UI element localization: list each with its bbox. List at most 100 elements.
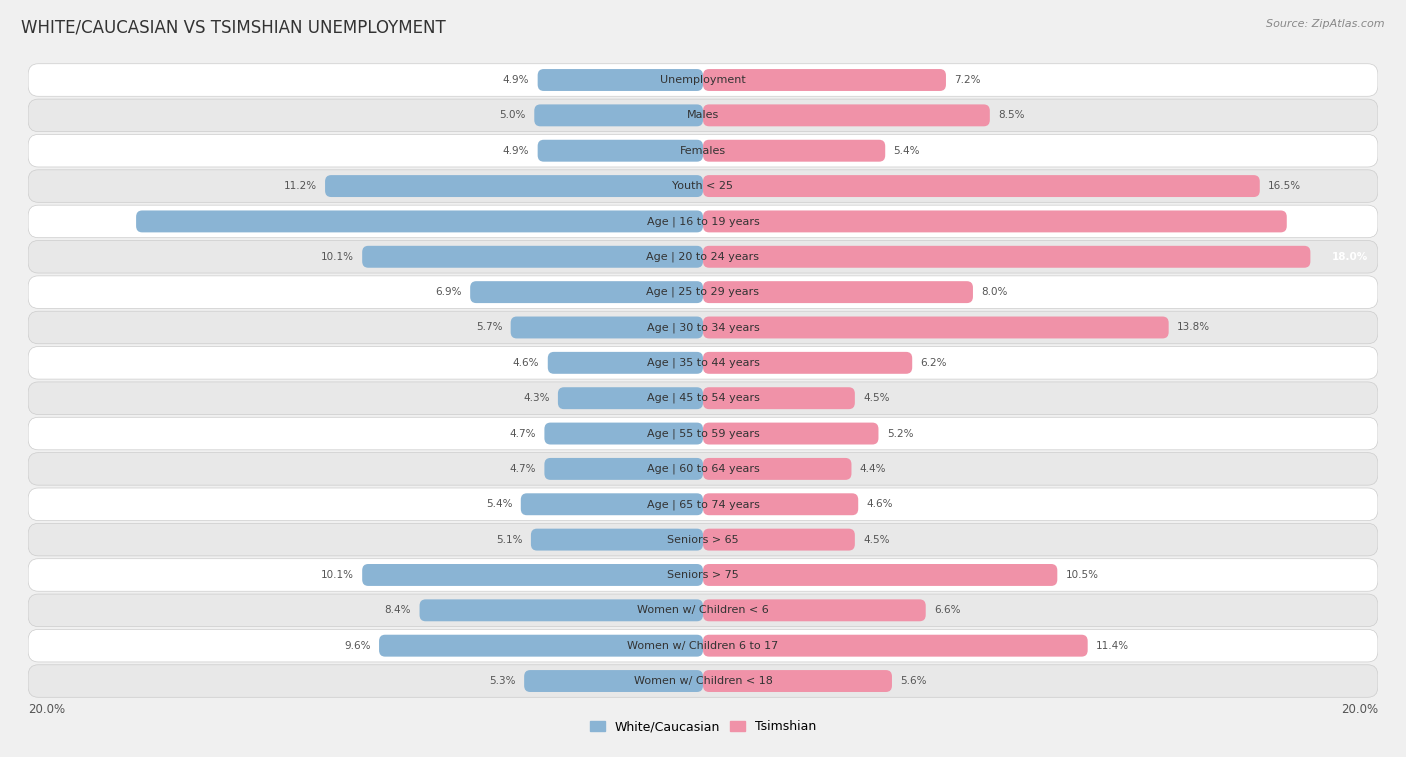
Text: 10.1%: 10.1% [321,252,354,262]
FancyBboxPatch shape [28,170,1378,202]
Text: 11.2%: 11.2% [284,181,316,191]
Text: 13.8%: 13.8% [1177,322,1211,332]
FancyBboxPatch shape [703,670,891,692]
Text: Females: Females [681,145,725,156]
Text: 9.6%: 9.6% [344,640,371,651]
Text: Age | 55 to 59 years: Age | 55 to 59 years [647,428,759,439]
FancyBboxPatch shape [703,494,858,516]
FancyBboxPatch shape [520,494,703,516]
FancyBboxPatch shape [28,311,1378,344]
Text: 5.7%: 5.7% [475,322,502,332]
FancyBboxPatch shape [703,458,852,480]
FancyBboxPatch shape [534,104,703,126]
Text: Source: ZipAtlas.com: Source: ZipAtlas.com [1267,19,1385,29]
Text: 4.4%: 4.4% [860,464,886,474]
FancyBboxPatch shape [136,210,703,232]
Text: 5.1%: 5.1% [496,534,523,544]
FancyBboxPatch shape [548,352,703,374]
FancyBboxPatch shape [28,523,1378,556]
FancyBboxPatch shape [28,382,1378,415]
FancyBboxPatch shape [28,559,1378,591]
FancyBboxPatch shape [28,99,1378,132]
Text: Age | 60 to 64 years: Age | 60 to 64 years [647,463,759,474]
Text: 8.0%: 8.0% [981,287,1008,298]
FancyBboxPatch shape [703,564,1057,586]
Text: Age | 25 to 29 years: Age | 25 to 29 years [647,287,759,298]
FancyBboxPatch shape [703,210,1286,232]
Text: 4.7%: 4.7% [509,464,536,474]
FancyBboxPatch shape [28,347,1378,379]
Text: 16.5%: 16.5% [1268,181,1302,191]
Text: 18.0%: 18.0% [1331,252,1368,262]
Text: 5.3%: 5.3% [489,676,516,686]
Text: Women w/ Children < 18: Women w/ Children < 18 [634,676,772,686]
Text: 4.5%: 4.5% [863,534,890,544]
Text: Seniors > 65: Seniors > 65 [668,534,738,544]
FancyBboxPatch shape [524,670,703,692]
Text: WHITE/CAUCASIAN VS TSIMSHIAN UNEMPLOYMENT: WHITE/CAUCASIAN VS TSIMSHIAN UNEMPLOYMEN… [21,19,446,37]
FancyBboxPatch shape [544,422,703,444]
FancyBboxPatch shape [28,453,1378,485]
Text: Males: Males [688,111,718,120]
Text: 5.4%: 5.4% [486,500,512,509]
Text: 5.6%: 5.6% [900,676,927,686]
Text: Age | 45 to 54 years: Age | 45 to 54 years [647,393,759,403]
Text: 4.6%: 4.6% [866,500,893,509]
Text: Unemployment: Unemployment [661,75,745,85]
FancyBboxPatch shape [703,528,855,550]
FancyBboxPatch shape [537,69,703,91]
Text: Seniors > 75: Seniors > 75 [666,570,740,580]
Text: Youth < 25: Youth < 25 [672,181,734,191]
Text: 6.2%: 6.2% [921,358,948,368]
Text: 4.7%: 4.7% [509,428,536,438]
Text: 8.5%: 8.5% [998,111,1025,120]
FancyBboxPatch shape [703,600,925,621]
Text: Age | 35 to 44 years: Age | 35 to 44 years [647,357,759,368]
Text: 4.5%: 4.5% [863,393,890,403]
Text: 6.6%: 6.6% [934,606,960,615]
Text: 10.1%: 10.1% [321,570,354,580]
Text: 11.4%: 11.4% [1097,640,1129,651]
FancyBboxPatch shape [703,281,973,303]
Legend: White/Caucasian, Tsimshian: White/Caucasian, Tsimshian [589,720,817,733]
FancyBboxPatch shape [28,205,1378,238]
FancyBboxPatch shape [703,246,1310,268]
FancyBboxPatch shape [537,140,703,162]
FancyBboxPatch shape [28,135,1378,167]
Text: 4.6%: 4.6% [513,358,540,368]
FancyBboxPatch shape [28,488,1378,521]
Text: 20.0%: 20.0% [28,703,65,716]
FancyBboxPatch shape [325,175,703,197]
FancyBboxPatch shape [28,629,1378,662]
Text: 5.0%: 5.0% [499,111,526,120]
Text: 8.4%: 8.4% [385,606,411,615]
FancyBboxPatch shape [380,634,703,656]
FancyBboxPatch shape [28,594,1378,627]
Text: Women w/ Children < 6: Women w/ Children < 6 [637,606,769,615]
FancyBboxPatch shape [28,64,1378,96]
Text: 5.4%: 5.4% [894,145,920,156]
Text: Age | 65 to 74 years: Age | 65 to 74 years [647,499,759,509]
Text: 7.2%: 7.2% [955,75,981,85]
FancyBboxPatch shape [28,276,1378,308]
Text: Women w/ Children 6 to 17: Women w/ Children 6 to 17 [627,640,779,651]
Text: 20.0%: 20.0% [1341,703,1378,716]
FancyBboxPatch shape [558,388,703,409]
FancyBboxPatch shape [28,417,1378,450]
Text: Age | 30 to 34 years: Age | 30 to 34 years [647,322,759,333]
FancyBboxPatch shape [703,316,1168,338]
Text: 4.9%: 4.9% [503,75,529,85]
FancyBboxPatch shape [703,388,855,409]
FancyBboxPatch shape [419,600,703,621]
FancyBboxPatch shape [531,528,703,550]
FancyBboxPatch shape [703,352,912,374]
FancyBboxPatch shape [363,564,703,586]
FancyBboxPatch shape [703,634,1088,656]
FancyBboxPatch shape [544,458,703,480]
FancyBboxPatch shape [510,316,703,338]
Text: 6.9%: 6.9% [436,287,461,298]
FancyBboxPatch shape [28,241,1378,273]
FancyBboxPatch shape [28,665,1378,697]
FancyBboxPatch shape [470,281,703,303]
Text: 4.9%: 4.9% [503,145,529,156]
